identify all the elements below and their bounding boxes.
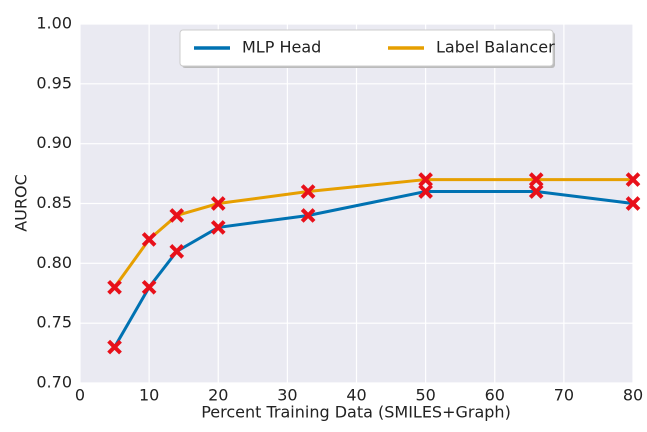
point-marker <box>169 208 185 223</box>
point-marker <box>141 279 157 295</box>
x-tick-label: 10 <box>139 386 159 405</box>
y-tick-label: 1.00 <box>36 14 72 33</box>
y-tick-label: 0.75 <box>36 313 72 332</box>
x-tick-label: 40 <box>346 386 366 405</box>
x-tick-label: 30 <box>277 386 297 405</box>
y-tick-label: 0.85 <box>36 193 72 212</box>
x-tick-label: 60 <box>485 386 505 405</box>
y-tick-label: 0.80 <box>36 253 72 272</box>
legend-label: MLP Head <box>242 38 321 57</box>
legend-box <box>179 29 554 67</box>
y-tick-label: 0.70 <box>36 373 72 392</box>
x-axis-label: Percent Training Data (SMILES+Graph) <box>201 403 511 422</box>
point-marker <box>418 172 433 187</box>
point-marker <box>418 184 433 199</box>
point-marker <box>300 184 316 199</box>
x-tick-label: 50 <box>415 386 435 405</box>
point-marker <box>141 232 157 247</box>
point-marker <box>107 279 122 295</box>
point-marker <box>625 172 641 187</box>
point-marker <box>169 244 185 259</box>
y-axis-label: AUROC <box>12 174 31 232</box>
point-marker <box>625 196 641 211</box>
point-marker <box>300 208 316 223</box>
y-tick-label: 0.95 <box>36 73 72 92</box>
point-marker <box>528 172 544 187</box>
x-tick-label: 80 <box>623 386 643 405</box>
x-tick-label: 70 <box>554 386 574 405</box>
y-tick-label: 0.90 <box>36 133 72 152</box>
point-marker <box>210 196 226 211</box>
legend-label: Label Balancer <box>436 38 555 57</box>
legend: MLP Head Label Balancer <box>179 29 555 68</box>
x-tick-label: 0 <box>75 386 85 405</box>
x-tick-label: 20 <box>208 386 228 405</box>
point-marker <box>528 184 544 199</box>
point-marker <box>210 220 226 235</box>
point-marker <box>107 339 122 355</box>
